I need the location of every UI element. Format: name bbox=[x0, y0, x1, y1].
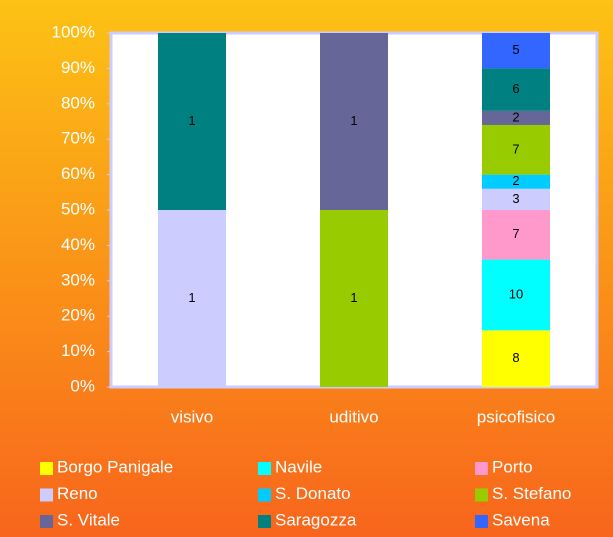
data-label: 1 bbox=[350, 290, 357, 305]
data-label: 8 bbox=[512, 350, 519, 365]
data-label: 7 bbox=[512, 226, 519, 241]
bar-segment bbox=[482, 110, 550, 126]
legend-label: S. Stefano bbox=[492, 484, 571, 503]
bar-segment bbox=[158, 210, 226, 387]
data-label: 1 bbox=[188, 113, 195, 128]
legend-swatch bbox=[40, 462, 53, 475]
y-tick-label: 40% bbox=[61, 235, 95, 254]
legend-label: Navile bbox=[275, 457, 322, 476]
y-tick-label: 30% bbox=[61, 270, 95, 289]
data-label: 3 bbox=[512, 191, 519, 206]
bar-segment bbox=[482, 174, 550, 189]
legend-label: Reno bbox=[57, 484, 98, 503]
legend-swatch bbox=[258, 515, 271, 528]
legend-label: Saragozza bbox=[275, 510, 357, 529]
data-label: 7 bbox=[512, 141, 519, 156]
bar-segment bbox=[158, 33, 226, 210]
bar-segment bbox=[320, 33, 388, 210]
bar-segment bbox=[482, 210, 550, 260]
legend-label: Savena bbox=[492, 510, 550, 529]
legend-swatch bbox=[475, 515, 488, 528]
y-tick-label: 50% bbox=[61, 199, 95, 218]
bar-segment bbox=[482, 68, 550, 111]
y-tick-label: 20% bbox=[61, 306, 95, 325]
data-label: 2 bbox=[512, 173, 519, 188]
bar-segment bbox=[320, 210, 388, 387]
data-label: 5 bbox=[512, 42, 519, 57]
data-label: 1 bbox=[188, 290, 195, 305]
legend-label: S. Vitale bbox=[57, 510, 120, 529]
data-label: 1 bbox=[350, 113, 357, 128]
y-tick-label: 100% bbox=[52, 22, 95, 41]
x-tick-label: psicofisico bbox=[477, 407, 555, 426]
legend-swatch bbox=[258, 488, 271, 502]
y-tick-label: 60% bbox=[61, 164, 95, 183]
y-tick-label: 90% bbox=[61, 58, 95, 77]
legend-label: Borgo Panigale bbox=[57, 457, 173, 476]
x-tick-label: visivo bbox=[171, 407, 214, 426]
legend-label: S. Donato bbox=[275, 484, 351, 503]
data-label: 2 bbox=[512, 109, 519, 124]
bar-segment bbox=[482, 188, 550, 210]
y-tick-label: 80% bbox=[61, 93, 95, 112]
legend-swatch bbox=[475, 488, 488, 502]
legend-swatch bbox=[40, 488, 53, 502]
legend-swatch bbox=[40, 515, 53, 528]
data-label: 6 bbox=[512, 81, 519, 96]
legend-swatch bbox=[258, 462, 271, 475]
y-tick-label: 0% bbox=[70, 376, 95, 395]
legend-swatch bbox=[475, 462, 488, 475]
bar-segment bbox=[482, 259, 550, 331]
bar-segment bbox=[482, 330, 550, 387]
y-tick-label: 10% bbox=[61, 341, 95, 360]
y-tick-label: 70% bbox=[61, 129, 95, 148]
legend-label: Porto bbox=[492, 457, 533, 476]
x-tick-label: uditivo bbox=[329, 407, 378, 426]
data-label: 10 bbox=[509, 286, 523, 301]
bar-segment bbox=[482, 125, 550, 175]
bar-segment bbox=[482, 33, 550, 69]
